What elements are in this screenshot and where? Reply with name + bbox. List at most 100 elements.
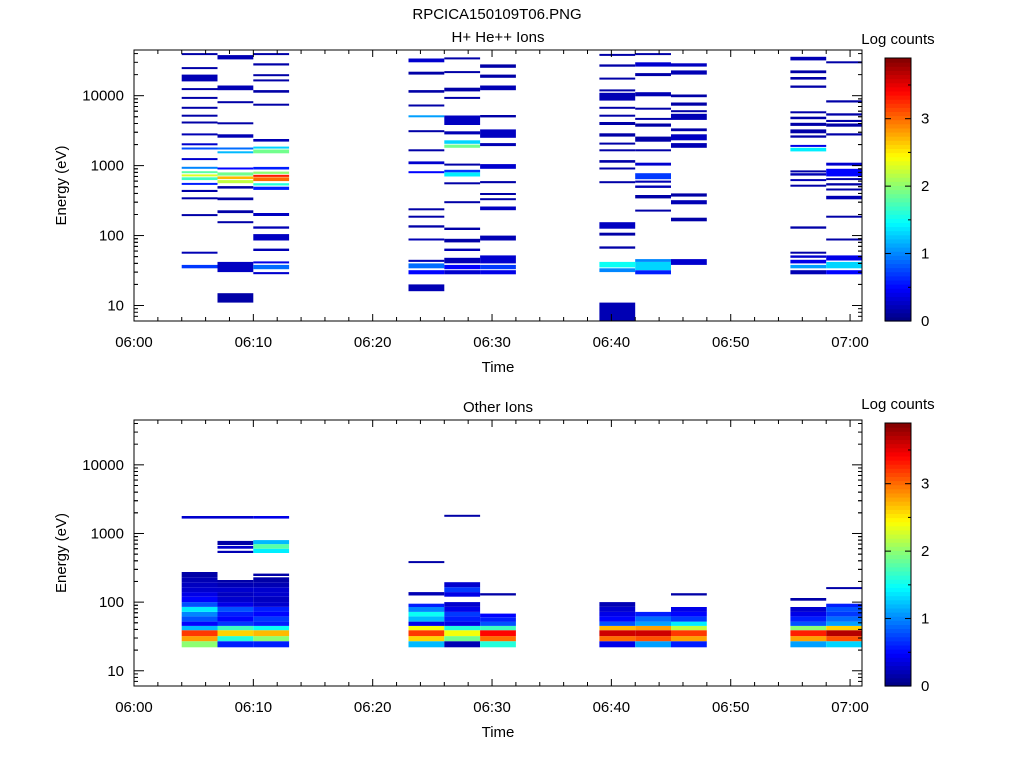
- heatmap-cell: [671, 70, 707, 75]
- heatmap-cell: [217, 545, 254, 549]
- colorbar-segment: [885, 599, 911, 605]
- heatmap-cell: [826, 195, 862, 200]
- colorbar-segment: [885, 94, 911, 100]
- heatmap-cell: [253, 90, 290, 93]
- heatmap-cell: [253, 79, 290, 82]
- heatmap-cell: [826, 261, 862, 269]
- heatmap-cell: [635, 636, 671, 642]
- colorbar-segment: [885, 271, 911, 277]
- colorbar-segment: [885, 476, 911, 482]
- heatmap-cell: [181, 189, 218, 192]
- heatmap-cell: [790, 144, 827, 147]
- heatmap-cell: [599, 246, 636, 249]
- colorbar-segment: [885, 156, 911, 162]
- heatmap-cell: [444, 227, 481, 230]
- colorbar-segment: [885, 99, 911, 104]
- colorbar-segment: [885, 144, 911, 150]
- colorbar-segment: [885, 259, 911, 265]
- heatmap-cell: [826, 123, 862, 127]
- heatmap-cell: [408, 161, 445, 165]
- colorbar-segment: [885, 521, 911, 527]
- heatmap-cell: [480, 143, 516, 147]
- heatmap-cell: [635, 625, 671, 631]
- colorbar-segment: [885, 607, 911, 613]
- heatmap-cell: [408, 238, 445, 241]
- colorbar-segment: [885, 296, 911, 302]
- heatmap-cell: [181, 621, 218, 626]
- heatmap-cell: [181, 636, 218, 642]
- heatmap-cell: [253, 146, 290, 149]
- colorbar-tick-label: 1: [921, 246, 929, 263]
- heatmap-cell: [408, 208, 445, 211]
- heatmap-cell: [599, 122, 636, 125]
- heatmap-cell: [253, 621, 290, 626]
- heatmap-cell: [635, 53, 671, 56]
- heatmap-cells: [181, 514, 862, 648]
- heatmap-cell: [826, 178, 862, 181]
- heatmap-cell: [217, 210, 254, 214]
- heatmap-cell: [790, 111, 827, 114]
- colorbar-segment: [885, 201, 911, 207]
- heatmap-cell: [635, 630, 671, 637]
- heatmap-cell: [217, 630, 254, 637]
- colorbar-tick-label: 2: [921, 543, 929, 560]
- colorbar-segment: [885, 525, 911, 531]
- heatmap-cell: [480, 625, 516, 631]
- colorbar-segment: [885, 624, 911, 630]
- colorbar-segment: [885, 288, 911, 293]
- colorbar-segment: [885, 255, 911, 260]
- heatmap-cell: [408, 284, 445, 292]
- colorbar-segment: [885, 78, 911, 84]
- heatmap-cell: [599, 77, 636, 80]
- x-tick-label: 06:30: [473, 699, 511, 716]
- heatmap-cell: [217, 621, 254, 626]
- heatmap-cell: [790, 184, 827, 187]
- heatmap-cell: [408, 171, 445, 174]
- colorbar-segment: [885, 193, 911, 199]
- heatmap-cell: [790, 607, 827, 612]
- colorbar-segment: [885, 177, 911, 182]
- heatmap-cell: [635, 173, 671, 180]
- colorbar-segment: [885, 205, 911, 211]
- plot-frame: [133, 419, 863, 687]
- colorbar-segment: [885, 251, 911, 256]
- colorbar-segment: [885, 304, 911, 310]
- heatmap-cell: [408, 215, 445, 218]
- colorbar-segment: [885, 657, 911, 662]
- heatmap-cell: [790, 173, 827, 176]
- heatmap-cell: [217, 625, 254, 631]
- heatmap-cell: [181, 67, 218, 70]
- x-tick-label: 06:50: [712, 699, 750, 716]
- heatmap-cell: [599, 181, 636, 184]
- colorbar-segment: [885, 529, 911, 535]
- heatmap-cell: [408, 71, 445, 75]
- heatmap-cell: [408, 270, 445, 275]
- colorbar-segment: [885, 538, 911, 543]
- heatmap-cell: [599, 625, 636, 631]
- heatmap-cell: [599, 268, 636, 273]
- colorbar-segment: [885, 115, 911, 121]
- heatmap-cell: [444, 270, 481, 275]
- heatmap-cell: [635, 149, 671, 152]
- heatmap-cell: [790, 636, 827, 642]
- heatmap-cell: [181, 602, 218, 607]
- colorbar-segment: [885, 189, 911, 195]
- heatmap-cell: [408, 225, 445, 228]
- heatmap-cell: [826, 611, 862, 617]
- colorbar: Log counts 0 1 2 3: [861, 396, 934, 695]
- colorbar-frame: [884, 57, 912, 322]
- heatmap-cell: [217, 180, 254, 184]
- heatmap-cell: [790, 598, 827, 601]
- heatmap-cell: [253, 272, 290, 275]
- heatmap-cell: [480, 206, 516, 211]
- heatmap-cell: [480, 235, 516, 241]
- heatmap-cell: [217, 587, 254, 593]
- heatmap-cell: [444, 630, 481, 637]
- heatmap-cell: [635, 616, 671, 622]
- colorbar-segment: [885, 566, 911, 572]
- colorbar-segment: [885, 628, 911, 634]
- heatmap-cell: [599, 607, 636, 612]
- colorbar-segment: [885, 484, 911, 490]
- heatmap-cell: [790, 135, 827, 138]
- chart-title: Other Ions: [463, 399, 533, 416]
